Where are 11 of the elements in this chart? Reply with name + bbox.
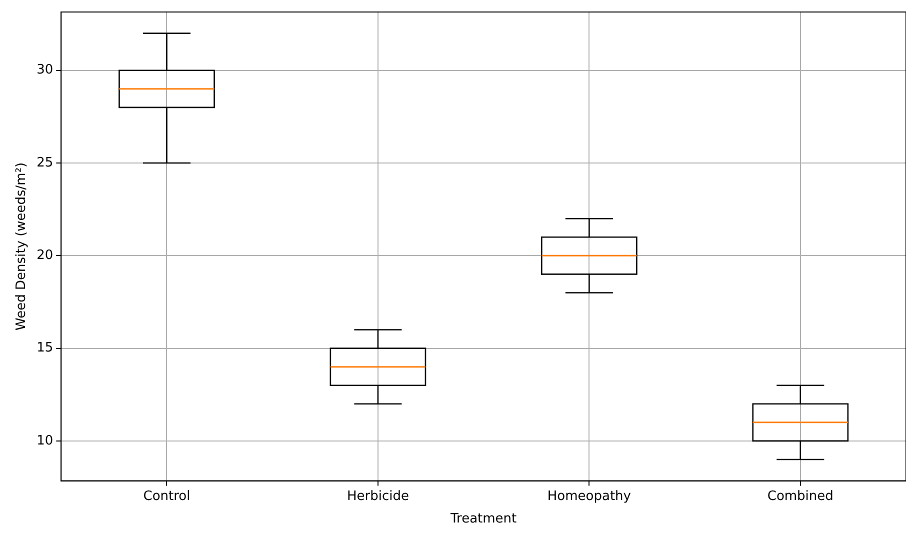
y-tick-label: 10: [36, 433, 54, 448]
x-tick-label: Combined: [767, 488, 834, 504]
y-tick-label: 30: [36, 62, 54, 78]
y-tick-label: 25: [36, 155, 54, 170]
x-tick-label: Control: [143, 488, 190, 504]
y-tick-label: 15: [36, 340, 54, 356]
x-tick-label: Herbicide: [346, 488, 409, 504]
y-tick-label: 20: [36, 248, 54, 264]
x-tick-label: Homeopathy: [547, 488, 632, 504]
x-axis-title: Treatment: [449, 512, 517, 527]
y-axis-title: Weed Density (weeds/m²): [14, 162, 30, 330]
